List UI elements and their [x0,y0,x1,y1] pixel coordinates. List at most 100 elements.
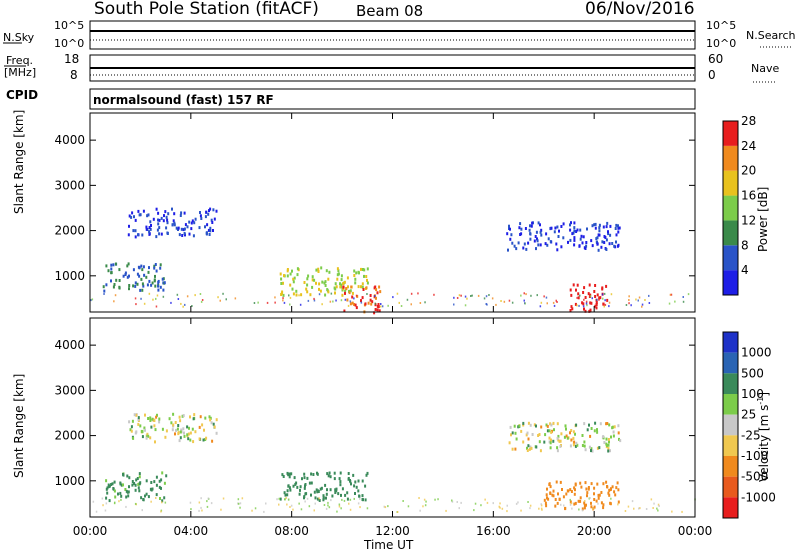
clutter-cell [90,299,92,302]
clutter-cell [329,300,332,303]
echo-cell-4 [522,423,525,427]
echo-cell-4 [546,429,549,433]
echo-cell-3 [587,487,590,491]
cpid-program: normalsound (fast) 157 RF [93,93,274,107]
clutter-cell [656,507,658,510]
echo-cell-1 [112,263,115,267]
echo-cell-2 [361,479,364,483]
echo-cell-0 [208,233,211,236]
echo-cell-2 [282,475,285,478]
echo-cell-0 [158,218,161,222]
echo-cell-0 [212,422,215,426]
echo-cell-0 [154,428,157,432]
clutter-cell [578,508,580,511]
echo-cell-3 [552,489,555,493]
echo-cell-1 [113,283,116,286]
echo-cell-4 [602,435,605,439]
echo-cell-4 [588,309,591,313]
echo-cell-2 [317,267,320,271]
echo-cell-5 [609,233,612,237]
echo-cell-3 [373,286,376,290]
echo-cell-3 [586,494,588,498]
echo-cell-2 [322,496,325,500]
echo-cell-2 [358,494,361,498]
echo-cell-2 [361,498,364,501]
echo-cell-4 [526,449,529,452]
echo-cell-0 [165,226,168,230]
echo-cell-1 [153,480,156,484]
echo-cell-1 [128,476,131,480]
echo-cell-2 [318,287,320,291]
clutter-cell [290,504,293,507]
echo-cell-1 [105,496,108,500]
echo-cell-2 [325,492,328,496]
echo-cell-3 [554,504,557,508]
echo-cell-1 [165,474,168,478]
echo-cell-0 [149,220,152,224]
echo-cell-2 [336,267,339,271]
clutter-cell [641,303,644,306]
echo-cell-4 [572,283,575,287]
echo-cell-2 [326,472,329,476]
echo-cell-0 [128,214,131,218]
echo-cell-3 [586,491,589,495]
y-tick-label: 1000 [54,269,85,283]
echo-cell-4 [606,443,609,447]
echo-cell-1 [112,285,115,289]
echo-cell-1 [122,483,124,487]
echo-cell-4 [607,438,610,441]
echo-cell-0 [193,413,196,417]
echo-cell-0 [184,223,187,227]
clutter-cell [257,301,259,304]
echo-cell-0 [133,413,136,417]
echo-cell-1 [144,494,146,498]
clutter-cell [206,500,208,503]
clutter-cell [592,508,594,510]
echo-cell-4 [605,284,608,288]
echo-cell-2 [314,496,317,500]
echo-cell-1 [103,289,106,293]
echo-cell-2 [310,472,313,476]
clutter-cell [298,502,300,505]
echo-cell-2 [298,492,301,496]
clutter-cell [336,510,338,513]
echo-cell-4 [527,421,530,425]
echo-cell-1 [160,486,162,490]
echo-cell-4 [598,446,601,450]
clutter-cell [499,506,501,509]
clutter-cell [200,497,202,500]
clutter-cell [682,300,685,303]
clutter-cell [406,298,409,301]
echo-cell-5 [517,241,520,245]
power-ylabel: Slant Range [km] [12,109,26,214]
echo-cell-4 [557,438,560,442]
clutter-cell [515,502,518,505]
colorbar-swatch [723,170,738,196]
echo-cell-3 [579,496,582,500]
echo-cell-1 [140,264,143,268]
clutter-cell [650,498,653,501]
freq-label-line2: [MHz] [4,66,37,79]
clutter-cell [437,498,439,501]
echo-cell-3 [590,505,593,509]
power-echo-layer [90,207,690,315]
echo-cell-2 [301,477,303,481]
echo-cell-1 [140,277,143,281]
echo-cell-3 [353,303,356,306]
echo-cell-1 [124,488,127,491]
clutter-cell [578,304,580,307]
clutter-cell [396,292,399,295]
clutter-cell [343,499,346,502]
echo-cell-4 [591,449,594,453]
clutter-cell [314,502,316,505]
echo-cell-0 [137,209,140,213]
freq-tick-top: 18 [64,52,80,66]
echo-cell-0 [172,412,175,416]
echo-cell-0 [171,223,174,227]
clutter-cell [585,300,588,303]
clutter-cell [340,507,342,510]
clutter-cell [586,304,588,307]
clutter-cell [630,304,632,307]
echo-cell-1 [157,288,160,292]
echo-cell-5 [546,243,549,247]
